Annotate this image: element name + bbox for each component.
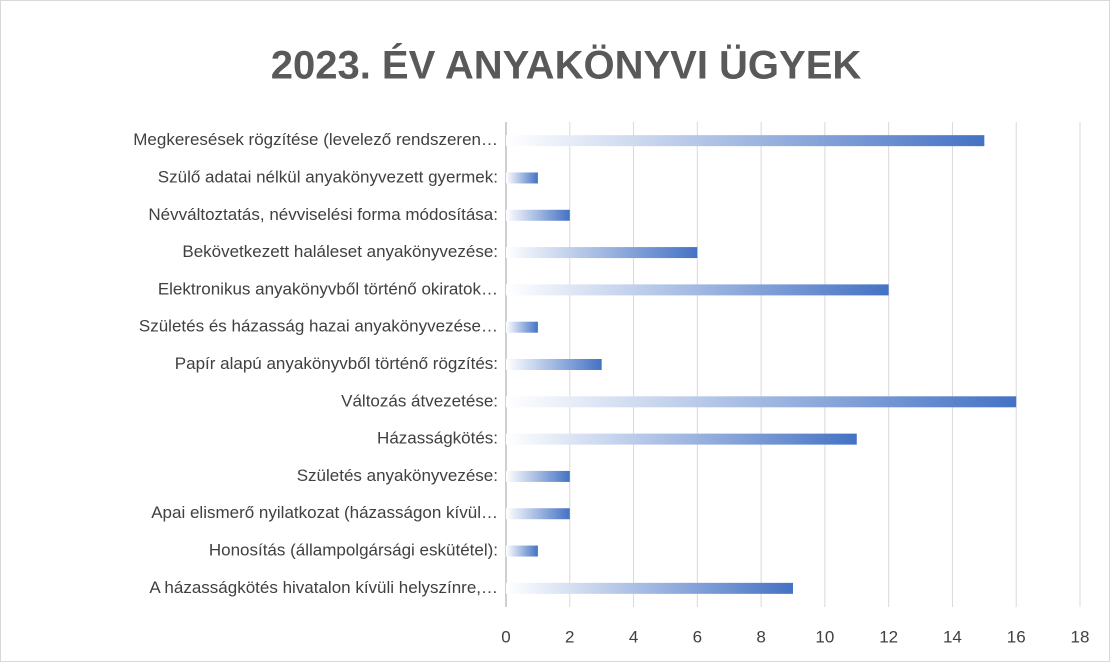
bar [506, 396, 1017, 408]
x-tick-label: 12 [879, 627, 898, 646]
chart-title: 2023. ÉV ANYAKÖNYVI ÜGYEK [271, 43, 862, 88]
y-tick-label: Bekövetkezett haláleset anyakönyvezése: [182, 242, 498, 261]
bar [506, 470, 570, 482]
y-tick-label: A házasságkötés hivatalon kívüli helyszí… [149, 578, 498, 597]
y-tick-label: Változás átvezetése: [341, 391, 498, 410]
bar [506, 359, 602, 370]
y-tick-label: Születés és házasság hazai anyakönyvezés… [139, 317, 498, 336]
x-tick-label: 4 [629, 627, 638, 646]
x-tick-label: 8 [756, 627, 765, 646]
y-tick-label: Névváltoztatás, névviselési forma módosí… [148, 205, 498, 224]
bar [506, 135, 985, 147]
y-tick-label: Szülő adatai nélkül anyakönyvezett gyerm… [158, 167, 498, 186]
y-tick-label: Elektronikus anyakönyvből történő okirat… [158, 279, 498, 298]
bar [506, 172, 538, 184]
bar [506, 321, 538, 333]
y-tick-label: Papír alapú anyakönyvből történő rögzíté… [175, 354, 498, 373]
bar [506, 284, 889, 296]
x-tick-label: 14 [943, 627, 962, 646]
x-tick-label: 10 [815, 627, 834, 646]
bar [506, 582, 793, 594]
bar [506, 433, 857, 445]
x-tick-label: 18 [1071, 627, 1090, 646]
x-tick-label: 2 [565, 627, 574, 646]
y-tick-label: Születés anyakönyvezése: [297, 466, 498, 485]
x-tick-label: 16 [1007, 627, 1026, 646]
y-tick-label: Honosítás (állampolgársági eskütétel): [209, 541, 498, 560]
y-tick-label: Megkeresések rögzítése (levelező rendsze… [133, 130, 498, 149]
bar [506, 508, 570, 520]
y-tick-label: Apai elismerő nyilatkozat (házasságon kí… [151, 503, 498, 522]
bar [506, 247, 698, 259]
bar [506, 545, 538, 557]
x-tick-label: 6 [693, 627, 702, 646]
bar [506, 209, 570, 221]
x-tick-label: 0 [501, 627, 510, 646]
y-tick-label: Házasságkötés: [377, 429, 498, 448]
